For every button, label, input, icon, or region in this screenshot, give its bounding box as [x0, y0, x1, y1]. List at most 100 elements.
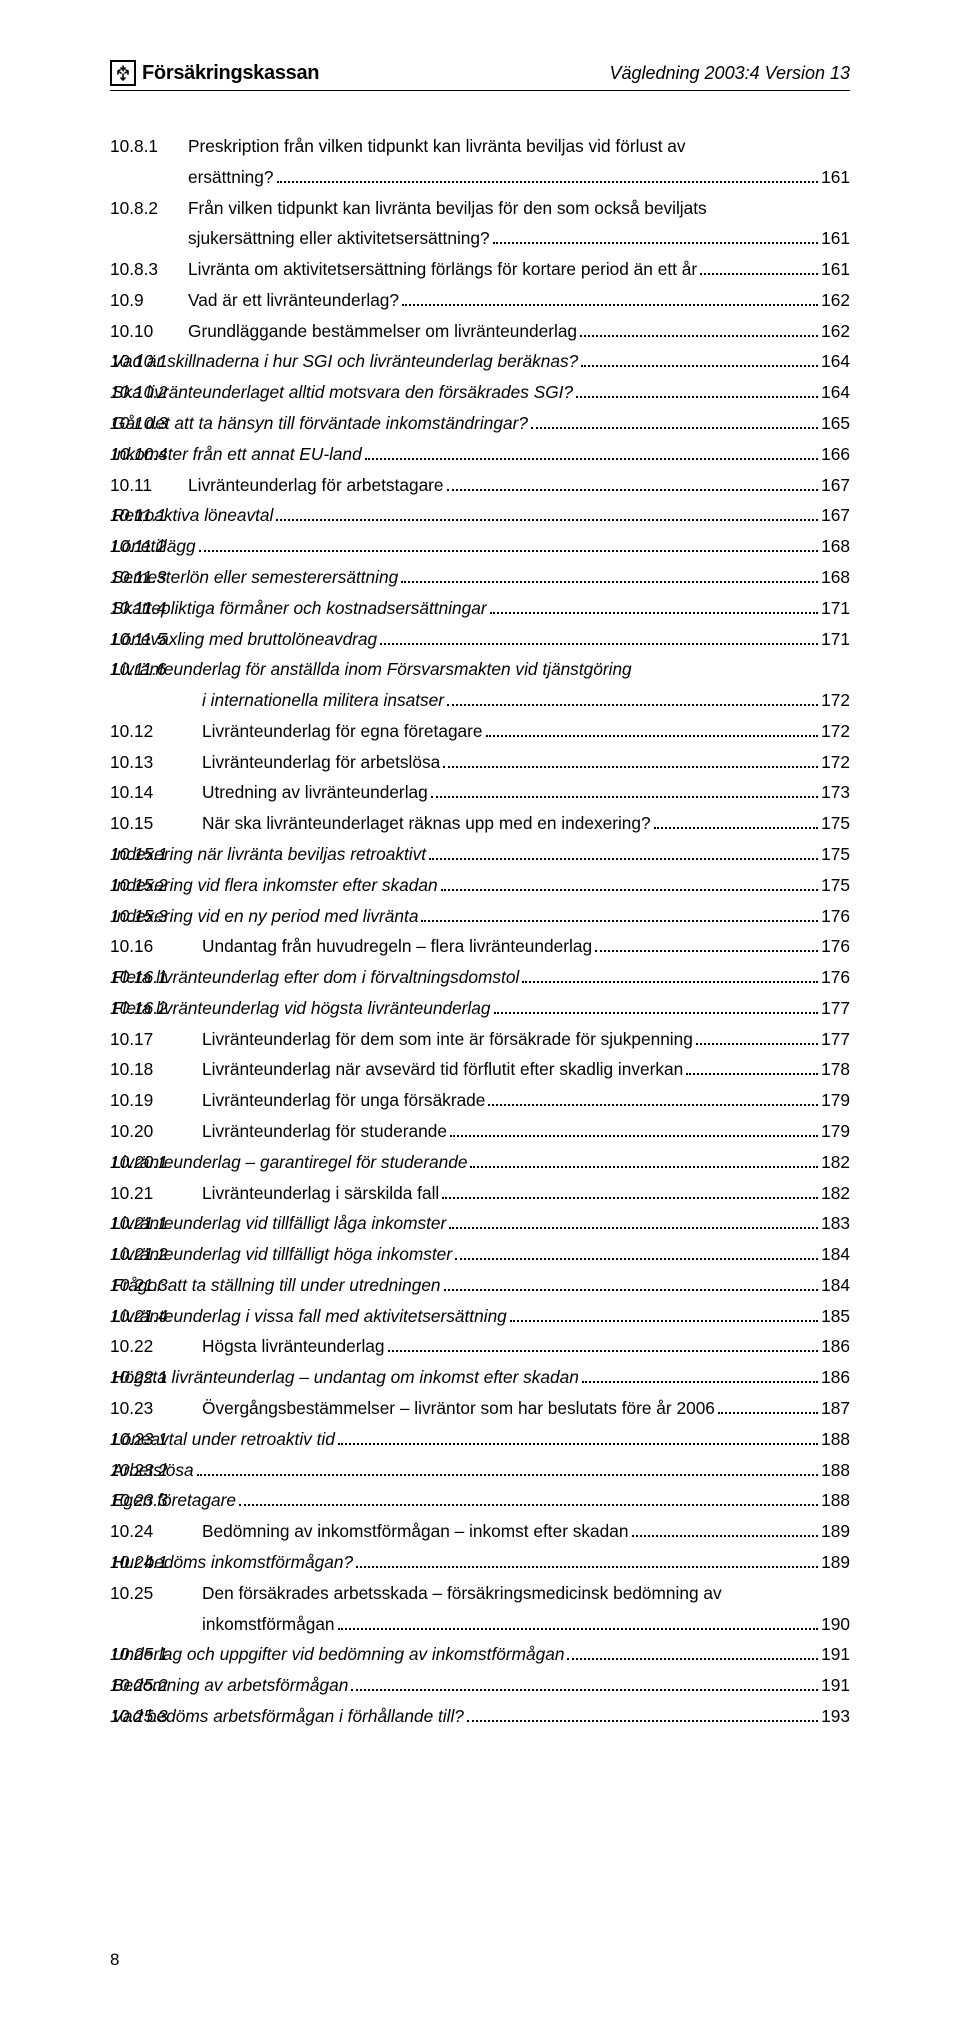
toc-title: Grundläggande bestämmelser om livränteun… [186, 316, 577, 347]
toc-number: 10.21 [110, 1178, 200, 1209]
toc-page: 162 [821, 285, 850, 316]
toc-leader-dots [582, 1381, 818, 1383]
toc-title: Livränteunderlag i vissa fall med aktivi… [110, 1301, 507, 1332]
toc-page: 189 [821, 1516, 850, 1547]
toc-leader-dots [365, 458, 818, 460]
toc-title: Livränteunderlag för studerande [200, 1116, 447, 1147]
toc-title: Arbetslösa [110, 1455, 194, 1486]
toc-leader-dots [429, 858, 818, 860]
toc-page: 161 [821, 162, 850, 193]
toc-leader-dots [449, 1227, 818, 1229]
toc-page: 191 [821, 1670, 850, 1701]
toc-title: Den försäkrades arbetsskada – försäkring… [200, 1578, 722, 1609]
toc-page: 191 [821, 1639, 850, 1670]
toc-entry: 10.24.1 Hur bedöms inkomstförmågan?189 [110, 1547, 850, 1578]
toc-page: 173 [821, 777, 850, 808]
toc-title: Livränteunderlag när avsevärd tid förflu… [200, 1054, 683, 1085]
toc-leader-dots [595, 950, 818, 952]
toc-entry: 10.16Undantag från huvudregeln – flera l… [110, 931, 850, 962]
toc-leader-dots [197, 1474, 819, 1476]
toc-entry: 10.15.3 Indexering vid en ny period med … [110, 901, 850, 932]
toc-number: 10.25 [110, 1578, 200, 1609]
toc-leader-dots [239, 1504, 818, 1506]
toc-title: Löneavtal under retroaktiv tid [110, 1424, 335, 1455]
toc-title: Indexering vid flera inkomster efter ska… [110, 870, 438, 901]
doc-reference: Vägledning 2003:4 Version 13 [609, 63, 850, 84]
toc-leader-dots [700, 273, 818, 275]
toc-leader-dots [441, 889, 819, 891]
toc-page: 172 [821, 716, 850, 747]
toc-number: 10.22 [110, 1331, 200, 1362]
toc-title-cont: sjukersättning eller aktivitetsersättnin… [186, 223, 490, 254]
toc-page: 186 [821, 1331, 850, 1362]
toc-title: Egen företagare [110, 1485, 236, 1516]
toc-title: Flera livränteunderlag vid högsta livrän… [110, 993, 491, 1024]
toc-entry: 10.11.6 Livränteunderlag för anställda i… [110, 654, 850, 685]
toc-title-cont: inkomstförmågan [200, 1609, 335, 1640]
toc-page: 182 [821, 1178, 850, 1209]
toc-title: Går det att ta hänsyn till förväntade in… [110, 408, 528, 439]
toc-leader-dots [402, 304, 818, 306]
toc-page: 193 [821, 1701, 850, 1732]
toc-title: Livränteunderlag vid tillfälligt höga in… [110, 1239, 452, 1270]
toc-page: 171 [821, 593, 850, 624]
toc-page: 187 [821, 1393, 850, 1424]
toc-leader-dots [276, 519, 818, 521]
toc-entry: 10.21Livränteunderlag i särskilda fall18… [110, 1178, 850, 1209]
toc-entry: 10.23Övergångsbestämmelser – livräntor s… [110, 1393, 850, 1424]
toc-title: Bedömning av arbetsförmågan [110, 1670, 348, 1701]
toc-entry: 10.16.2 Flera livränteunderlag vid högst… [110, 993, 850, 1024]
toc-page: 167 [821, 500, 850, 531]
toc-title: Semesterlön eller semesterersättning [110, 562, 398, 593]
toc-title-cont: i internationella militera insatser [200, 685, 444, 716]
toc-page: 164 [821, 346, 850, 377]
toc-entry-continuation: ersättning?161 [110, 162, 850, 193]
toc-entry: 10.11.1 Retroaktiva löneavtal167 [110, 500, 850, 531]
toc-entry: 10.11.2 Lönetillägg168 [110, 531, 850, 562]
toc-page: 185 [821, 1301, 850, 1332]
toc-entry: 10.17Livränteunderlag för dem som inte ä… [110, 1024, 850, 1055]
toc-page: 171 [821, 624, 850, 655]
toc-page: 182 [821, 1147, 850, 1178]
toc-title: Utredning av livränteunderlag [200, 777, 428, 808]
toc-entry: 10.21.4 Livränteunderlag i vissa fall me… [110, 1301, 850, 1332]
toc-title: Inkomster från ett annat EU-land [110, 439, 362, 470]
toc-number: 10.19 [110, 1085, 200, 1116]
toc-leader-dots [654, 827, 819, 829]
toc-title: Från vilken tidpunkt kan livränta bevilj… [186, 193, 707, 224]
toc-leader-dots [431, 796, 818, 798]
toc-leader-dots [338, 1443, 818, 1445]
toc-title: Indexering när livränta beviljas retroak… [110, 839, 426, 870]
toc-page: 177 [821, 993, 850, 1024]
toc-leader-dots [510, 1320, 818, 1322]
toc-leader-dots [356, 1566, 818, 1568]
toc-entry: 10.16.1 Flera livränteunderlag efter dom… [110, 962, 850, 993]
toc-title: Övergångsbestämmelser – livräntor som ha… [200, 1393, 715, 1424]
toc-leader-dots [450, 1135, 818, 1137]
toc-title: Högsta livränteunderlag [200, 1331, 385, 1362]
toc-title: Livränteunderlag för dem som inte är för… [200, 1024, 693, 1055]
toc-entry: 10.25.2 Bedömning av arbetsförmågan191 [110, 1670, 850, 1701]
toc-title: Vad är ett livränteunderlag? [186, 285, 399, 316]
toc-leader-dots [490, 612, 819, 614]
toc-title: Livränta om aktivitetsersättning förläng… [186, 254, 697, 285]
toc-page: 167 [821, 470, 850, 501]
toc-leader-dots [470, 1166, 818, 1168]
toc-entry: 10.11.4 Skattepliktiga förmåner och kost… [110, 593, 850, 624]
toc-leader-dots [567, 1658, 818, 1660]
toc-page: 176 [821, 962, 850, 993]
toc-number: 10.13 [110, 747, 200, 778]
toc-number: 10.23 [110, 1393, 200, 1424]
toc-entry: 10.11Livränteunderlag för arbetstagare16… [110, 470, 850, 501]
toc-page: 188 [821, 1424, 850, 1455]
toc-title: Underlag och uppgifter vid bedömning av … [110, 1639, 564, 1670]
toc-leader-dots [580, 335, 818, 337]
toc-entry: 10.14Utredning av livränteunderlag173 [110, 777, 850, 808]
toc-page: 166 [821, 439, 850, 470]
toc-page: 188 [821, 1485, 850, 1516]
toc-page: 172 [821, 685, 850, 716]
toc-entry: 10.15.1 Indexering när livränta beviljas… [110, 839, 850, 870]
toc-title: När ska livränteunderlaget räknas upp me… [200, 808, 651, 839]
toc-title: Vad är skillnaderna i hur SGI och livrän… [110, 346, 578, 377]
toc-leader-dots [718, 1412, 818, 1414]
